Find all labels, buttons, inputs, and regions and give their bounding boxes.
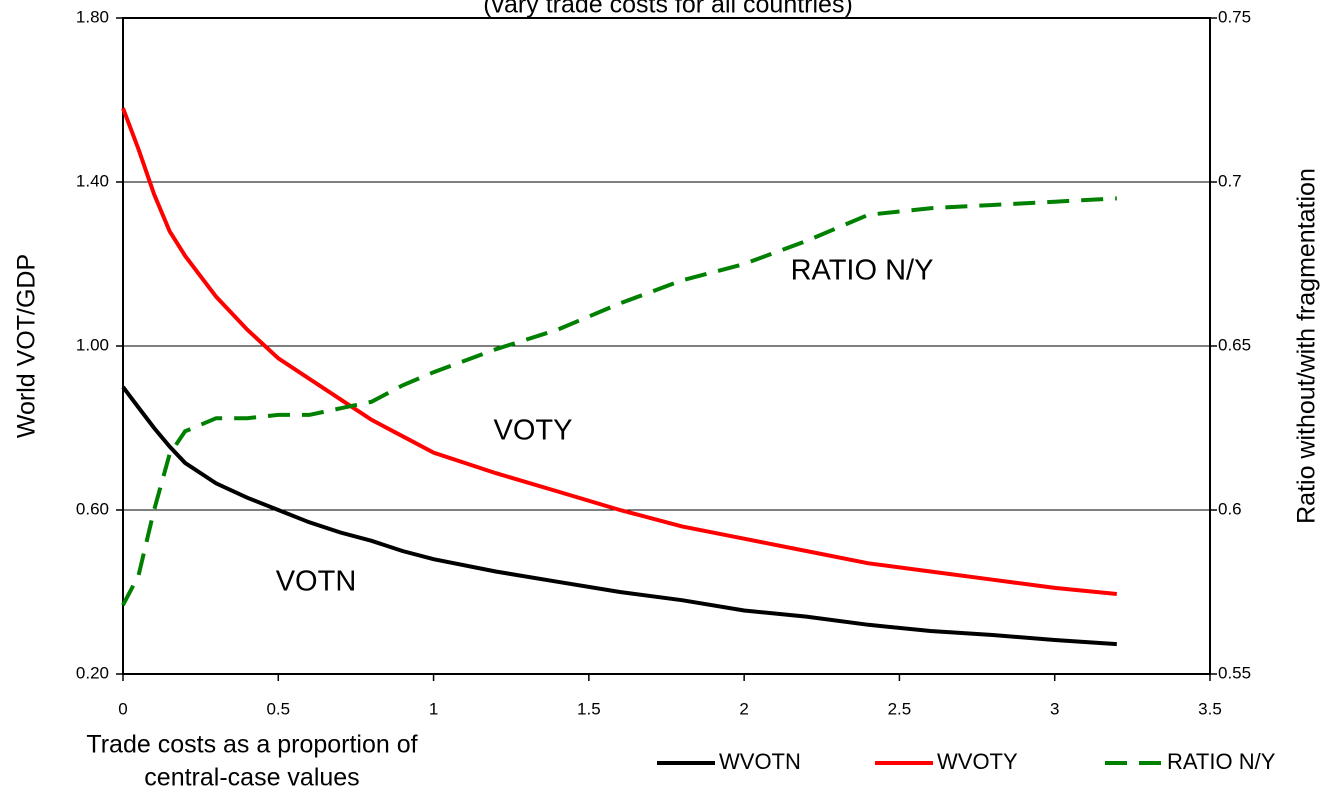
x-tick-label: 3.5 xyxy=(1198,699,1222,718)
x-tick-label: 1.5 xyxy=(577,699,601,718)
x-tick-label: 2.5 xyxy=(888,699,912,718)
series-line xyxy=(121,385,1117,647)
legend-label: WVOTN xyxy=(719,749,801,774)
y2-tick-label: 0.7 xyxy=(1218,171,1242,190)
x-tick-label: 0 xyxy=(118,699,127,718)
y2-tick-label: 0.55 xyxy=(1218,663,1251,682)
series-line xyxy=(121,196,1117,607)
annotation: VOTY xyxy=(494,415,573,447)
x-tick-label: 2 xyxy=(739,699,748,718)
y-tick-label: 0.20 xyxy=(76,663,109,682)
x-tick-label: 3 xyxy=(1050,699,1059,718)
y2-tick-label: 0.75 xyxy=(1218,7,1251,26)
legend-label: RATIO N/Y xyxy=(1167,749,1276,774)
x-tick-label: 0.5 xyxy=(266,699,290,718)
y-tick-label: 1.40 xyxy=(76,171,109,190)
y2-axis-label: Ratio without/with fragmentation xyxy=(1293,168,1321,524)
y-tick-label: 1.00 xyxy=(76,335,109,354)
y2-tick-label: 0.6 xyxy=(1218,499,1242,518)
legend-label: WVOTY xyxy=(937,749,1018,774)
plot-frame xyxy=(122,17,1211,675)
annotation: VOTN xyxy=(276,566,357,598)
chart-title: (vary trade costs for all countries) xyxy=(483,0,853,19)
x-tick-label: 1 xyxy=(429,699,438,718)
x-axis-label: central-case values xyxy=(144,764,359,792)
annotation: RATIO N/Y xyxy=(791,255,934,287)
x-axis-label: Trade costs as a proportion of xyxy=(86,731,417,759)
y2-tick-label: 0.65 xyxy=(1218,335,1251,354)
series-line xyxy=(121,107,1117,596)
y-axis-label: World VOT/GDP xyxy=(13,254,41,438)
y-tick-label: 0.60 xyxy=(76,499,109,518)
y-tick-label: 1.80 xyxy=(76,7,109,26)
